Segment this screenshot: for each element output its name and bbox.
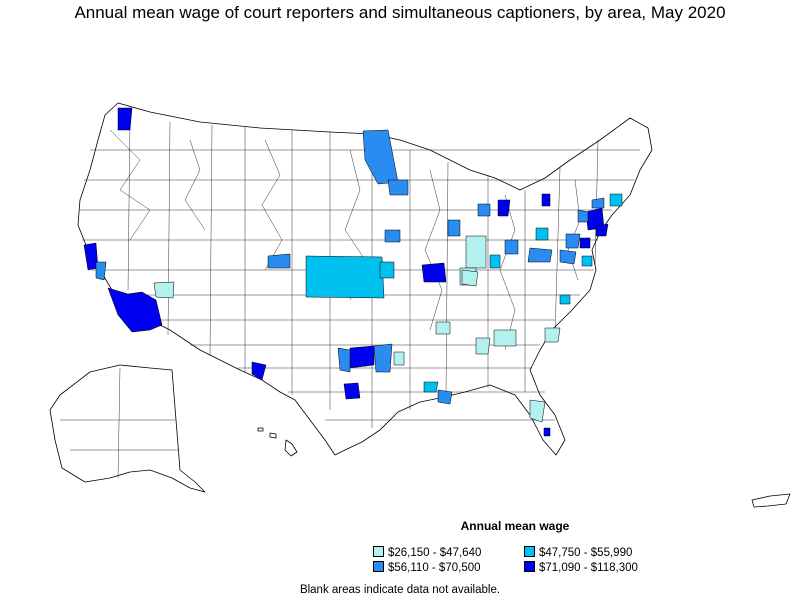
area-georgia: [493, 329, 517, 347]
area-minnesota: [387, 179, 409, 196]
area-north-carolina: [559, 294, 571, 305]
area-nevada-az: [153, 281, 175, 299]
area-ohio-1: [504, 239, 519, 255]
area-maryland: [565, 233, 581, 249]
area-shreveport: [393, 351, 405, 366]
area-virginia: [559, 249, 577, 265]
area-iowa: [384, 229, 401, 243]
legend-title: Annual mean wage: [460, 519, 570, 533]
area-louisiana: [423, 381, 439, 393]
area-alabama: [475, 337, 491, 355]
legend-item: $71,090 - $118,300: [524, 561, 638, 575]
map-title: Annual mean wage of court reporters and …: [74, 3, 726, 22]
area-chicago: [447, 219, 461, 237]
area-missouri-east: [379, 261, 395, 279]
area-southern-california: [107, 287, 163, 333]
alaska-outline: [49, 364, 206, 493]
puerto-rico-outline: [751, 493, 791, 508]
legend-swatch: [373, 546, 384, 557]
area-seattle: [117, 107, 133, 131]
area-florida-central: [529, 399, 546, 423]
legend-item: $47,750 - $55,990: [524, 546, 632, 560]
area-north-texas: [337, 347, 351, 373]
legend-swatch: [524, 561, 535, 572]
area-ohio-2: [489, 254, 501, 269]
area-ohio-3: [527, 247, 553, 263]
area-south-carolina: [544, 327, 561, 343]
legend-swatch: [373, 561, 384, 572]
legend-label: $56,110 - $70,500: [388, 562, 481, 574]
legend-item: $56,110 - $70,500: [373, 561, 481, 575]
area-new-orleans: [437, 389, 453, 405]
footnote: Blank areas indicate data not available.: [299, 584, 501, 596]
legend-label: $47,750 - $55,990: [539, 547, 633, 559]
area-pittsburgh: [535, 227, 549, 241]
legend-label: $71,090 - $118,300: [539, 562, 638, 574]
area-richmond: [581, 255, 593, 267]
area-michigan: [497, 199, 511, 217]
area-miami: [543, 427, 551, 437]
area-new-york: [595, 223, 609, 237]
legend-item: $26,150 - $47,640: [373, 546, 481, 560]
area-kentucky-1: [461, 269, 479, 287]
area-central-california: [95, 261, 107, 281]
area-east-texas: [373, 343, 393, 373]
area-kansas: [305, 255, 385, 299]
area-colorado: [267, 253, 291, 269]
legend-swatch: [524, 546, 535, 557]
area-wisconsin: [477, 203, 491, 217]
area-el-paso: [251, 361, 267, 381]
area-new-jersey: [577, 209, 589, 223]
area-austin: [343, 382, 361, 400]
hawaii-outline: [284, 439, 298, 457]
area-ct: [591, 197, 605, 209]
area-st-louis: [421, 262, 447, 283]
legend-label: $26,150 - $47,640: [388, 547, 482, 559]
area-indiana: [465, 235, 487, 269]
area-dallas: [349, 345, 375, 369]
area-ny-upstate: [541, 193, 551, 207]
area-north-dakota: [362, 129, 399, 185]
area-baltimore: [579, 237, 591, 249]
area-tennessee: [435, 321, 451, 335]
area-boston: [609, 193, 623, 207]
